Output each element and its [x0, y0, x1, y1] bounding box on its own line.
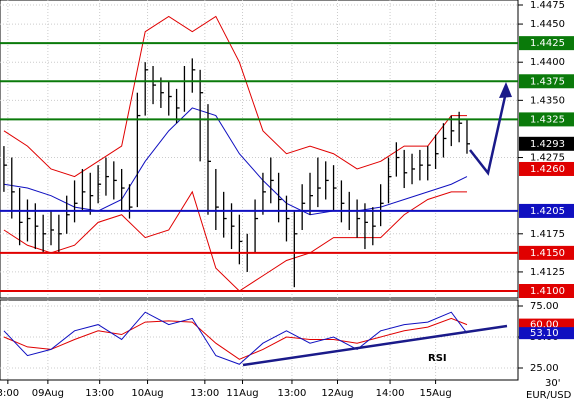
rsi-marker-box — [519, 327, 574, 340]
rsi-line — [3, 311, 468, 365]
level-label: 1.4100 — [530, 286, 565, 297]
x-tick-label: 3:00 — [0, 388, 19, 399]
y-tick-label: 1.4450 — [530, 19, 565, 30]
timeframe: 30' — [545, 378, 560, 389]
level-label: 1.4325 — [530, 114, 565, 125]
x-tick-label: 13:00 — [278, 388, 307, 399]
rsi-panel — [0, 299, 519, 381]
y-tick-label: 1.4275 — [530, 153, 565, 164]
price-marker-label: 1.4293 — [530, 139, 565, 150]
x-tick-label: 09Aug — [32, 388, 64, 399]
level-label-box — [519, 36, 574, 51]
price-marker-box — [519, 161, 574, 176]
rsi-trend-line — [242, 324, 508, 367]
price-marker-box — [519, 136, 574, 151]
level-label-box — [519, 74, 574, 89]
y-tick-label: 25.00 — [530, 363, 559, 374]
level-label-box — [519, 203, 574, 218]
rsi-line — [3, 317, 468, 360]
level-label-box — [519, 245, 574, 260]
symbol: EUR/USD — [526, 390, 572, 401]
level-label: 1.4375 — [530, 76, 565, 87]
rsi-marker-label: 53.10 — [530, 328, 559, 339]
level-label-box — [519, 112, 574, 127]
rsi-plot — [0, 300, 518, 380]
level-label-box — [519, 284, 574, 298]
x-tick-label: 11Aug — [226, 388, 258, 399]
x-tick-label: 13:00 — [85, 388, 114, 399]
x-tick-label: 14:00 — [376, 388, 405, 399]
arrow-head — [499, 82, 512, 98]
x-tick-label: 15Aug — [419, 388, 451, 399]
y-tick-label: 1.4175 — [530, 229, 565, 240]
x-tick-label: 13:00 — [190, 388, 219, 399]
y-tick-label: 75.00 — [530, 301, 559, 312]
trend-arrow — [469, 91, 508, 176]
y-tick-label: 1.4475 — [530, 0, 565, 11]
level-label: 1.4150 — [530, 248, 565, 259]
x-tick-label: 12Aug — [321, 388, 353, 399]
level-label: 1.4205 — [530, 206, 565, 217]
y-tick-label: 1.4350 — [530, 95, 565, 106]
x-tick-label: 10Aug — [131, 388, 163, 399]
price-marker-label: 1.4260 — [530, 164, 565, 175]
level-label: 1.4425 — [530, 38, 565, 49]
y-tick-label: 1.4125 — [530, 267, 565, 278]
price-plot — [0, 0, 518, 298]
rsi-marker-label: 60.00 — [530, 320, 559, 331]
rsi-label: RSI — [428, 353, 447, 364]
price-panel — [0, 0, 519, 299]
y-tick-label: 1.4400 — [530, 57, 565, 68]
